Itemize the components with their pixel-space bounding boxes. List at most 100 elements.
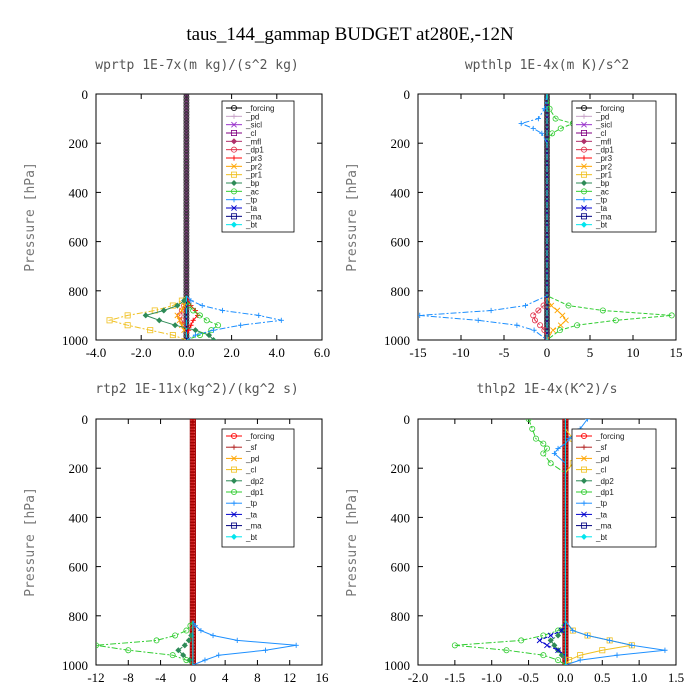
data-point	[612, 317, 619, 324]
data-point	[192, 623, 198, 629]
data-point	[566, 436, 572, 442]
data-point	[540, 440, 547, 447]
legend-label: _mfl	[595, 137, 611, 146]
zero-marker	[183, 138, 190, 145]
legend-marker	[581, 488, 588, 495]
x-tick-label: 6.0	[314, 345, 330, 360]
data-point	[196, 312, 203, 319]
legend-label: _forcing	[595, 432, 624, 441]
zero-marker	[183, 226, 190, 233]
y-tick-label: 600	[391, 235, 411, 250]
data-point	[566, 657, 573, 664]
zero-marker	[183, 102, 190, 109]
data-point	[557, 125, 564, 132]
data-point	[522, 302, 529, 309]
legend-marker	[580, 221, 588, 228]
data-point	[181, 642, 188, 649]
data-point	[629, 642, 635, 648]
data-point	[178, 307, 185, 314]
data-point	[503, 647, 510, 654]
legend-label: _cl	[595, 466, 606, 475]
zero-marker	[183, 235, 190, 242]
zero-marker	[183, 220, 190, 227]
x-tick-label: 10	[627, 345, 640, 360]
legend-label: _ac	[595, 187, 609, 196]
data-point	[174, 312, 181, 319]
zero-marker	[183, 188, 190, 195]
zero-marker	[183, 265, 190, 272]
y-tick-label: 200	[391, 136, 411, 151]
series-line	[186, 295, 282, 340]
zero-marker	[183, 206, 190, 213]
zero-marker	[183, 229, 190, 236]
series-line	[107, 295, 187, 340]
chart-panel-3: rtp2 1E-11x(kg^2)/(kg^2 s) Pressure [hPa]…	[23, 382, 329, 685]
zero-marker	[183, 167, 190, 174]
series-line	[419, 94, 548, 340]
data-point	[577, 657, 583, 663]
legend-marker	[230, 432, 237, 439]
zero-marker	[183, 203, 190, 210]
data-point	[96, 642, 99, 649]
zero-marker	[183, 253, 190, 260]
x-tick-label: 0.5	[594, 670, 610, 685]
data-point	[525, 419, 532, 422]
data-point	[188, 298, 194, 304]
legend-label: _ta	[595, 510, 608, 519]
figure-title: taus_144_gammap BUDGET at280E,-12N	[186, 24, 514, 45]
x-tick-label: 0.0	[557, 670, 573, 685]
data-point	[544, 445, 551, 452]
x-tick-label: -5	[499, 345, 510, 360]
data-point	[554, 307, 561, 314]
legend-label: _cl	[595, 129, 606, 138]
zero-marker	[183, 147, 190, 154]
data-point	[563, 317, 569, 324]
legend-label: _dp1	[245, 488, 264, 497]
legend-marker	[581, 113, 587, 119]
legend-marker	[581, 522, 588, 529]
y-tick-label: 800	[69, 284, 89, 299]
data-point	[557, 322, 564, 329]
legend-label: _bt	[245, 221, 258, 230]
data-point	[544, 642, 550, 649]
data-point	[202, 657, 208, 663]
zero-marker	[183, 276, 190, 283]
data-point	[548, 302, 555, 309]
x-tick-label: 0.0	[178, 345, 194, 360]
zero-marker	[183, 114, 190, 121]
data-point	[192, 332, 199, 338]
data-point	[142, 312, 149, 319]
x-tick-label: 12	[283, 670, 296, 685]
zero-marker	[183, 241, 190, 248]
legend-marker	[230, 221, 238, 228]
legend-marker	[230, 213, 237, 220]
legend-label: _forcing	[595, 104, 624, 113]
legend-label: _pr2	[245, 162, 263, 171]
zero-marker	[183, 256, 190, 263]
data-point	[540, 302, 547, 309]
data-point	[607, 637, 613, 643]
zero-marker	[183, 164, 190, 171]
legend-marker	[580, 138, 588, 145]
data-point	[192, 327, 199, 334]
data-point	[551, 642, 558, 649]
data-point	[181, 297, 188, 304]
data-point	[530, 125, 536, 132]
x-tick-label: 15	[670, 345, 683, 360]
y-tick-label: 0	[404, 87, 411, 102]
zero-marker	[183, 129, 190, 136]
x-tick-label: 1.0	[631, 670, 647, 685]
zero-marker	[183, 161, 190, 168]
zero-marker	[183, 247, 190, 254]
y-tick-label: 1000	[384, 333, 410, 348]
legend-label: _ta	[245, 204, 258, 213]
data-point	[180, 652, 187, 659]
data-point	[210, 336, 217, 340]
data-point	[293, 642, 299, 648]
panel-title: wprtp 1E-7x(m kg)/(s^2 kg)	[95, 58, 299, 73]
legend-label: _cl	[245, 466, 256, 475]
legend-label: _ta	[595, 204, 608, 213]
y-tick-label: 200	[69, 136, 89, 151]
zero-marker	[183, 173, 190, 180]
legend-label: _ma	[245, 522, 262, 531]
